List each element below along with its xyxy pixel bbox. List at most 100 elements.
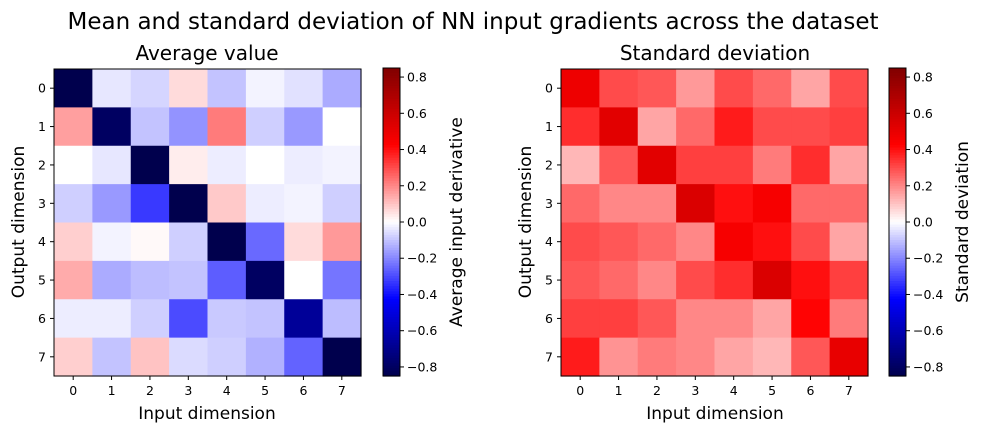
std-colorbar-segment xyxy=(889,286,906,290)
mean-heatmap-cell xyxy=(169,69,209,108)
std-heatmap-x-ticks: 0 1 2 3 4 5 6 7 xyxy=(576,376,853,398)
std-heatmap-cell xyxy=(752,260,792,300)
std-heatmap-frame xyxy=(560,68,869,377)
mean-colorbar-tick-label: 0.8 xyxy=(407,70,427,85)
mean-heatmap-cell xyxy=(92,337,132,377)
mean-heatmap-cell xyxy=(92,222,132,262)
std-colorbar-segment xyxy=(889,216,906,221)
mean-colorbar-segment xyxy=(383,332,400,336)
mean-colorbar-segment xyxy=(383,216,400,221)
std-colorbar-segment xyxy=(889,322,906,326)
std-colorbar-segment xyxy=(889,186,906,190)
std-colorbar-segment xyxy=(889,268,906,272)
mean-colorbar-tick-label: 0.2 xyxy=(407,178,427,193)
mean-colorbar: 0.8 0.6 0.4 0.2 0.0 −0.2 −0.4 −0.6 −0.8 Average … xyxy=(382,67,467,377)
std-heatmap-cell xyxy=(676,107,716,147)
mean-colorbar-segment xyxy=(383,347,400,351)
std-colorbar-segment xyxy=(889,193,906,197)
std-heatmap-cell xyxy=(829,222,869,262)
std-colorbar-segment xyxy=(889,116,906,120)
mean-heatmap-cell xyxy=(92,299,132,339)
std-colorbar-segment xyxy=(889,162,906,167)
std-colorbar-segment xyxy=(889,160,906,164)
std-colorbar-segment xyxy=(889,78,906,82)
std-y-tick-label: 3 xyxy=(545,196,553,211)
std-colorbar-segment xyxy=(889,232,906,236)
mean-y-tick-label: 4 xyxy=(38,234,46,249)
mean-colorbar-segment xyxy=(383,119,400,123)
mean-colorbar-segment xyxy=(383,101,400,105)
std-heatmap-cell xyxy=(599,337,639,377)
std-heatmap-x-label: Input dimension xyxy=(646,404,784,424)
std-heatmap-cell xyxy=(791,107,831,147)
std-colorbar-segment xyxy=(889,142,906,146)
mean-colorbar-segment xyxy=(383,139,400,144)
mean-heatmap-cells xyxy=(54,69,362,377)
std-colorbar-segment xyxy=(889,278,906,282)
mean-colorbar-segment xyxy=(383,170,400,174)
mean-colorbar-segment xyxy=(383,162,400,167)
std-colorbar-segment xyxy=(889,137,906,141)
std-heatmap-cell xyxy=(676,299,716,339)
std-colorbar-segment xyxy=(889,260,906,264)
std-heatmap-cell xyxy=(676,184,716,224)
mean-colorbar-segment xyxy=(383,283,400,287)
mean-heatmap-cell xyxy=(54,337,93,377)
std-colorbar-segment xyxy=(889,304,906,308)
mean-colorbar-segment xyxy=(383,275,400,280)
mean-heatmap-cell xyxy=(245,337,285,377)
std-colorbar: 0.8 0.6 0.4 0.2 0.0 −0.2 −0.4 −0.6 −0.8 Standard… xyxy=(888,67,973,377)
std-x-tick-label: 5 xyxy=(768,383,776,398)
mean-colorbar-segment xyxy=(383,247,400,251)
mean-colorbar-segment xyxy=(383,219,400,223)
std-colorbar-segment xyxy=(889,327,906,331)
std-colorbar-segment xyxy=(889,119,906,123)
std-y-tick-label: 6 xyxy=(545,311,553,326)
mean-colorbar-segment xyxy=(383,204,400,208)
mean-heatmap-cell xyxy=(284,145,324,185)
mean-colorbar-segment xyxy=(383,198,400,203)
mean-colorbar-segment xyxy=(383,304,400,308)
std-heatmap-cell xyxy=(637,107,677,147)
std-colorbar-segment xyxy=(889,129,906,133)
mean-colorbar-segment xyxy=(383,229,400,233)
std-colorbar-segment xyxy=(889,365,906,369)
mean-colorbar-segment xyxy=(383,309,400,313)
std-heatmap-y-label: Output dimension xyxy=(516,146,536,299)
mean-heatmap-cell xyxy=(54,299,93,339)
mean-y-tick-label: 6 xyxy=(38,311,46,326)
mean-colorbar-segment xyxy=(383,137,400,141)
std-colorbar-segment xyxy=(889,345,906,349)
mean-colorbar-segment xyxy=(383,91,400,95)
std-colorbar-segment xyxy=(889,139,906,144)
std-x-tick-label: 1 xyxy=(615,383,623,398)
mean-heatmap-cell xyxy=(130,222,170,262)
mean-heatmap-cell xyxy=(245,260,285,300)
std-colorbar-segment xyxy=(889,73,906,77)
mean-colorbar-segment xyxy=(383,209,400,213)
mean-colorbar-segment xyxy=(383,129,400,133)
std-heatmap-cell xyxy=(752,107,792,147)
std-colorbar-segment xyxy=(889,342,906,346)
std-colorbar-segment xyxy=(889,227,906,231)
std-heatmap-cell xyxy=(829,107,869,147)
std-heatmap-cells xyxy=(561,69,869,377)
mean-colorbar-segment xyxy=(383,278,400,282)
std-colorbar-segment xyxy=(889,222,906,226)
mean-colorbar-segment xyxy=(383,352,400,357)
std-heatmap-cell xyxy=(561,69,600,108)
std-colorbar-segment xyxy=(889,70,906,74)
mean-colorbar-segment xyxy=(383,85,400,90)
std-heatmap-cell xyxy=(714,145,754,185)
std-heatmap-cell xyxy=(599,184,639,224)
mean-colorbar-segment xyxy=(383,355,400,359)
mean-heatmap-y-ticks: 0 1 2 3 4 5 6 7 xyxy=(38,81,54,364)
std-heatmap-cell xyxy=(637,260,677,300)
std-colorbar-segment xyxy=(889,191,906,195)
mean-colorbar-segment xyxy=(383,132,400,136)
std-heatmap-cell xyxy=(561,145,600,185)
std-colorbar-segment xyxy=(889,91,906,95)
mean-heatmap-cell xyxy=(54,184,93,224)
std-colorbar-segment xyxy=(889,83,906,87)
mean-colorbar-segment xyxy=(383,224,400,228)
